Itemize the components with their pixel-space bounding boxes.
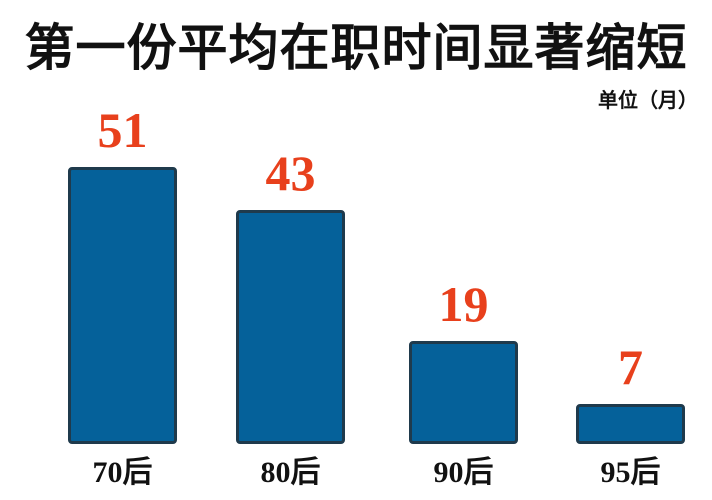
category-label: 70后 (92, 456, 153, 489)
bar-95后 (576, 404, 685, 444)
bar-90后 (409, 341, 518, 444)
value-label: 7 (618, 339, 643, 395)
bar-80后 (236, 210, 345, 444)
value-label: 51 (97, 102, 148, 158)
chart-title: 第一份平均在职时间显著缩短 (24, 18, 688, 77)
category-label: 80后 (260, 456, 321, 489)
unit-label: 单位（月） (598, 88, 698, 112)
bar-70后 (68, 167, 177, 444)
category-label: 90后 (433, 456, 494, 489)
value-label: 19 (438, 276, 489, 332)
category-label: 95后 (600, 456, 661, 489)
value-label: 43 (265, 145, 316, 201)
